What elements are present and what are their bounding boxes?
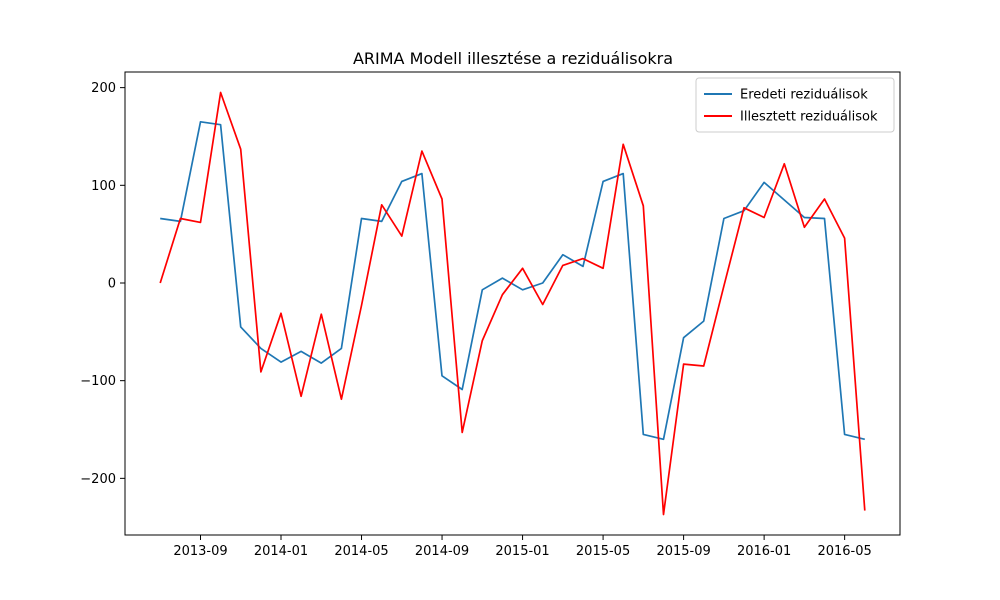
y-tick-label: 0	[108, 276, 116, 291]
x-tick-label: 2014-09	[415, 544, 469, 559]
x-tick-label: 2015-05	[576, 544, 630, 559]
x-tick-label: 2016-05	[817, 544, 871, 559]
x-tick-label: 2015-01	[495, 544, 549, 559]
y-tick-label: 200	[91, 81, 116, 96]
y-tick-label: −100	[80, 374, 116, 389]
chart-title: ARIMA Modell illesztése a reziduálisokra	[353, 49, 673, 68]
legend-label: Illesztett reziduálisok	[740, 110, 878, 125]
x-tick-label: 2013-09	[173, 544, 227, 559]
series-line-1	[160, 120, 866, 441]
x-tick-label: 2014-05	[334, 544, 388, 559]
legend: Eredeti reziduálisok Illesztett reziduáli…	[695, 77, 895, 133]
y-tick-label: −200	[80, 472, 116, 487]
x-tick-label: 2016-01	[737, 544, 791, 559]
plot-frame	[124, 71, 901, 536]
legend-box	[695, 77, 895, 133]
series-line-2	[159, 91, 866, 516]
legend-label: Eredeti reziduálisok	[740, 88, 868, 103]
x-tick-label: 2014-01	[254, 544, 308, 559]
y-tick-label: 100	[91, 179, 116, 194]
x-tick-label: 2015-09	[656, 544, 710, 559]
